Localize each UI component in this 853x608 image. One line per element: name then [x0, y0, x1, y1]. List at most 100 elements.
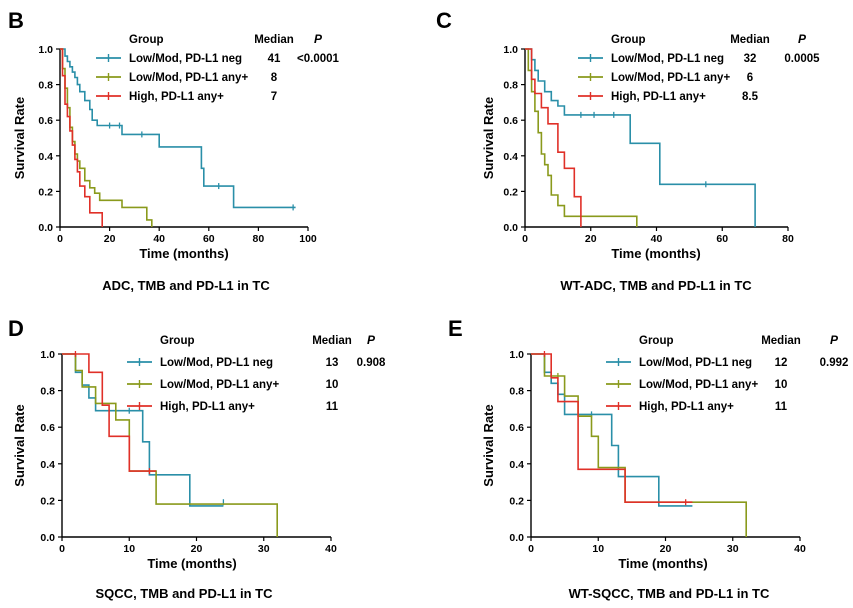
y-tick-label: 0.6	[503, 115, 518, 127]
km-curve-neg	[525, 48, 756, 227]
legend-item: Low/Mod, PD-L1 neg 41	[96, 53, 281, 65]
y-tick-label: 0.4	[503, 151, 518, 163]
x-tick-label: 30	[727, 543, 739, 555]
x-tick-label: 10	[123, 543, 135, 555]
legend-header-group: Group	[129, 34, 164, 46]
x-tick-label: 40	[153, 233, 165, 245]
km-curve-any_low	[62, 353, 278, 537]
legend-median: 11	[326, 401, 339, 413]
legend-item: Low/Mod, PD-L1 neg 13	[127, 357, 338, 369]
legend-header-median: Median	[254, 34, 294, 46]
km-curve-high	[62, 353, 157, 472]
legend-header-median: Median	[312, 335, 352, 347]
x-tick-label: 40	[794, 543, 806, 555]
legend-header-p: P	[830, 333, 839, 347]
legend-median: 6	[747, 72, 753, 84]
legend-label: Low/Mod, PD-L1 neg	[129, 53, 242, 65]
x-tick-label: 80	[782, 233, 794, 245]
y-tick-label: 0.0	[503, 222, 518, 234]
x-axis-label: Time (months)	[611, 246, 700, 261]
legend-label: Low/Mod, PD-L1 neg	[611, 53, 724, 65]
y-axis-label: Survival Rate	[481, 404, 496, 486]
y-tick-label: 1.0	[503, 44, 518, 56]
legend-label: Low/Mod, PD-L1 any+	[160, 379, 279, 391]
y-tick-label: 0.6	[40, 422, 55, 434]
x-axis-label: Time (months)	[618, 556, 707, 571]
km-curve-high	[531, 353, 693, 503]
chart-title: WT-ADC, TMB and PD-L1 in TC	[560, 278, 752, 293]
y-tick-label: 0.2	[38, 186, 53, 198]
chart-panel-b: B 0.0 0.2 0.4 0.6 0.8 1.0 0 20 40 60 80 100 Time (mon…	[0, 0, 430, 300]
panel-letter: D	[8, 316, 24, 341]
panel-letter: B	[8, 8, 24, 33]
x-axis-label: Time (months)	[139, 246, 228, 261]
legend-label: Low/Mod, PD-L1 any+	[639, 379, 758, 391]
y-tick-label: 0.4	[40, 459, 55, 471]
legend-median: 41	[268, 53, 281, 65]
y-tick-label: 0.6	[509, 422, 524, 434]
p-value: <0.0001	[297, 53, 339, 65]
km-curve-any_low	[60, 48, 153, 227]
legend-label: High, PD-L1 any+	[160, 401, 255, 413]
legend-label: Low/Mod, PD-L1 neg	[639, 357, 752, 369]
legend-label: High, PD-L1 any+	[611, 91, 706, 103]
km-chart-e: E 0.0 0.2 0.4 0.6 0.8 1.0 0 10 20 30 40 Time (months…	[448, 316, 848, 601]
panel-letter: C	[436, 8, 452, 33]
y-tick-label: 1.0	[38, 44, 53, 56]
legend-item: High, PD-L1 any+ 11	[606, 401, 788, 413]
legend-median: 10	[326, 379, 339, 391]
legend-median: 32	[744, 53, 757, 65]
y-tick-label: 1.0	[40, 349, 55, 361]
y-axis-label: Survival Rate	[12, 97, 27, 179]
legend-header-p: P	[314, 32, 323, 46]
x-tick-label: 80	[253, 233, 265, 245]
km-curve-neg	[60, 48, 296, 209]
y-tick-label: 0.8	[40, 386, 55, 398]
x-tick-label: 40	[651, 233, 663, 245]
legend-header-p: P	[367, 333, 376, 347]
x-tick-label: 0	[59, 543, 65, 555]
x-tick-label: 20	[191, 543, 203, 555]
y-tick-label: 0.4	[38, 151, 53, 163]
legend-header-group: Group	[160, 335, 195, 347]
legend-item: Low/Mod, PD-L1 any+ 10	[127, 379, 338, 391]
legend-label: High, PD-L1 any+	[639, 401, 734, 413]
y-tick-label: 0.2	[503, 186, 518, 198]
y-tick-label: 0.0	[509, 532, 524, 544]
chart-panel-d: D 0.0 0.2 0.4 0.6 0.8 1.0 0 10 20 30 40 Time (months…	[0, 300, 430, 608]
km-chart-c: C 0.0 0.2 0.4 0.6 0.8 1.0 0 20 40 60 80 Time (months…	[436, 8, 820, 293]
legend-item: High, PD-L1 any+ 8.5	[578, 91, 759, 103]
x-tick-label: 60	[203, 233, 215, 245]
panel-letter: E	[448, 316, 463, 341]
x-axis-label: Time (months)	[147, 556, 236, 571]
legend-item: Low/Mod, PD-L1 neg 32	[578, 53, 756, 65]
legend-median: 8.5	[742, 91, 759, 103]
legend-item: High, PD-L1 any+ 11	[127, 401, 339, 413]
legend-item: Low/Mod, PD-L1 any+ 6	[578, 72, 753, 84]
legend-label: Low/Mod, PD-L1 any+	[611, 72, 730, 84]
x-tick-label: 0	[528, 543, 534, 555]
chart-title: SQCC, TMB and PD-L1 in TC	[96, 586, 274, 601]
legend-label: High, PD-L1 any+	[129, 91, 224, 103]
y-tick-label: 0.8	[503, 80, 518, 92]
x-tick-label: 0	[522, 233, 528, 245]
x-tick-label: 30	[258, 543, 270, 555]
y-tick-label: 0.8	[509, 386, 524, 398]
x-tick-label: 40	[325, 543, 337, 555]
x-tick-label: 0	[57, 233, 63, 245]
legend-median: 8	[271, 72, 278, 84]
legend-median: 11	[775, 401, 788, 413]
legend-label: Low/Mod, PD-L1 any+	[129, 72, 248, 84]
p-value: 0.0005	[784, 53, 820, 65]
legend-item: High, PD-L1 any+ 7	[96, 91, 277, 103]
chart-panel-c: C 0.0 0.2 0.4 0.6 0.8 1.0 0 20 40 60 80 Time (months…	[430, 0, 853, 300]
y-tick-label: 0.6	[38, 115, 53, 127]
y-tick-label: 0.2	[40, 495, 55, 507]
km-curve-high	[60, 48, 103, 227]
y-tick-label: 0.4	[509, 459, 524, 471]
x-tick-label: 100	[299, 233, 317, 245]
legend-header-median: Median	[730, 34, 770, 46]
chart-title: ADC, TMB and PD-L1 in TC	[102, 278, 270, 293]
y-tick-label: 1.0	[509, 349, 524, 361]
chart-panel-e: E 0.0 0.2 0.4 0.6 0.8 1.0 0 10 20 30 40 Time (months…	[430, 300, 853, 608]
